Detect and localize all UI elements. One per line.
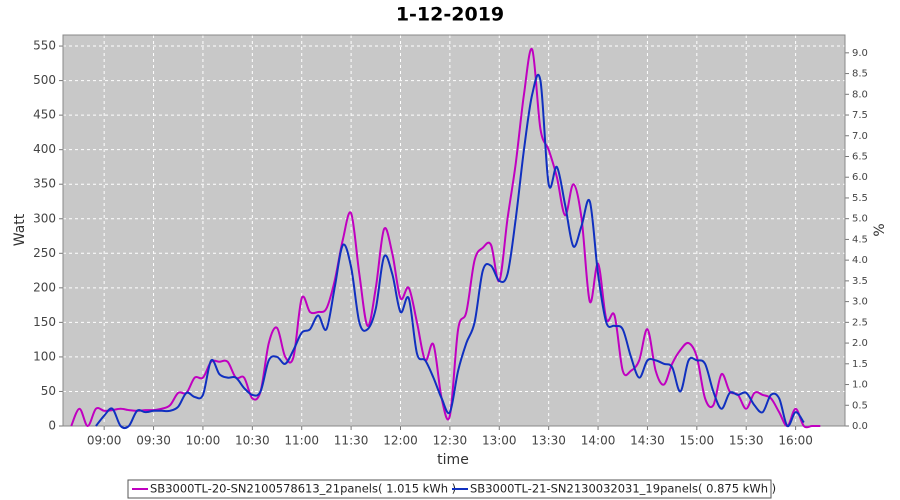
y2-tick-label: 1.0 [852,380,868,391]
x-tick-label: 11:30 [334,434,369,448]
y2-tick-label: 7.5 [852,110,868,121]
x-tick-label: 16:00 [778,434,813,448]
plot-area [63,35,845,426]
x-tick-label: 15:30 [729,434,764,448]
y-tick-label: 200 [33,280,56,294]
y2-tick-label: 4.0 [852,255,868,266]
legend-label: SB3000TL-21-SN2130032031_19panels( 0.875… [470,482,776,496]
y-tick-label: 400 [33,142,56,156]
series-line [70,48,821,429]
y2-tick-label: 3.5 [852,276,868,287]
y-tick-label: 250 [33,246,56,260]
y2-tick-label: 8.5 [852,69,868,80]
plot-border [62,34,846,427]
x-tick-label: 13:30 [531,434,566,448]
legend-label: SB3000TL-20-SN2100578613_21panels( 1.015… [150,482,456,496]
x-tick-label: 10:00 [186,434,221,448]
y2-tick-label: 3.0 [852,297,868,308]
y-tick-label: 550 [33,39,56,53]
y2-tick-label: 1.5 [852,359,868,370]
y2-tick-label: 5.0 [852,214,868,225]
series-line [95,73,805,430]
y2-tick-label: 9.0 [852,48,868,59]
y2-tick-label: 6.5 [852,151,868,162]
y-tick-label: 300 [33,211,56,225]
x-axis-label: time [437,452,469,468]
y2-tick-label: 2.0 [852,338,868,349]
x-tick-label: 14:00 [581,434,616,448]
x-tick-label: 09:30 [136,434,171,448]
x-tick-label: 15:00 [680,434,715,448]
x-tick-label: 11:00 [284,434,319,448]
legend-box [127,479,772,499]
x-tick-label: 14:30 [630,434,665,448]
y-tick-label: 150 [33,315,56,329]
y2-tick-label: 8.0 [852,89,868,100]
y-tick-label: 50 [41,384,56,398]
x-tick-label: 12:00 [383,434,418,448]
y2-tick-label: 7.0 [852,131,868,142]
x-tick-label: 13:00 [482,434,517,448]
x-tick-label: 10:30 [235,434,270,448]
y-tick-label: 350 [33,177,56,191]
x-tick-label: 12:30 [433,434,468,448]
y2-tick-label: 0.5 [852,400,868,411]
chart-title: 1-12-2019 [396,4,504,26]
y2-tick-label: 0.0 [852,421,868,432]
y-tick-label: 500 [33,73,56,87]
y2-tick-label: 6.0 [852,172,868,183]
y-tick-label: 0 [48,419,56,433]
y-tick-label: 450 [33,108,56,122]
y2-tick-label: 5.5 [852,193,868,204]
y2-tick-label: 4.5 [852,234,868,245]
x-tick-label: 09:00 [87,434,122,448]
y2-axis-label: % [872,223,888,236]
y-axis-label: Watt [12,213,28,246]
y2-tick-label: 2.5 [852,317,868,328]
y-tick-label: 100 [33,349,56,363]
